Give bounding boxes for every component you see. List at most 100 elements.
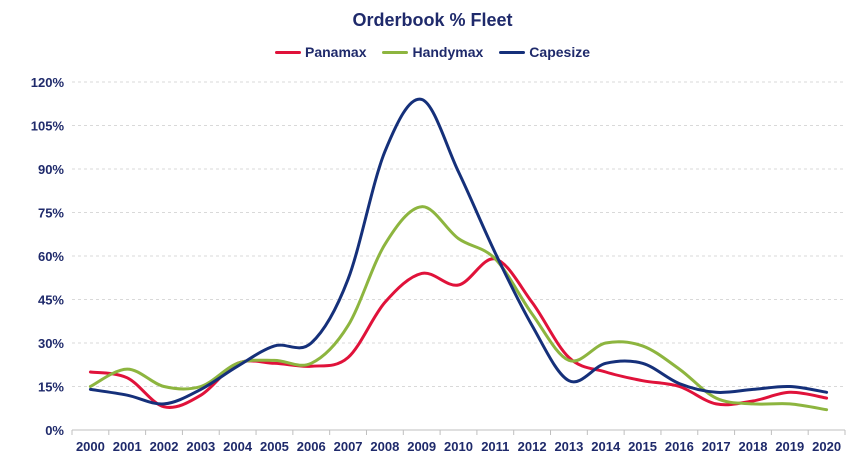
data-point-capesize	[752, 389, 754, 391]
data-point-capesize	[421, 99, 423, 101]
data-point-capesize	[642, 363, 644, 365]
data-point-panamax	[384, 302, 386, 304]
data-point-capesize	[347, 278, 349, 280]
y-tick-label: 45%	[38, 293, 64, 308]
x-tick-label: 2009	[407, 439, 436, 454]
data-point-handymax	[789, 403, 791, 405]
series-line-panamax	[88, 257, 829, 409]
y-tick-label: 105%	[31, 119, 65, 134]
data-point-handymax	[642, 345, 644, 347]
data-point-panamax	[531, 302, 533, 304]
data-point-capesize	[274, 345, 276, 347]
legend-swatch	[382, 50, 409, 54]
data-point-panamax	[347, 357, 349, 359]
legend-item-handymax: Handymax	[382, 44, 483, 60]
x-tick-label: 2007	[334, 439, 363, 454]
data-point-capesize	[90, 389, 92, 391]
x-tick-label: 2018	[739, 439, 768, 454]
data-point-capesize	[826, 392, 828, 394]
legend-swatch	[499, 50, 526, 54]
data-point-capesize	[605, 363, 607, 365]
data-point-capesize	[715, 392, 717, 394]
x-tick-label: 2013	[554, 439, 583, 454]
x-tick-label: 2010	[444, 439, 473, 454]
data-point-panamax	[274, 363, 276, 365]
data-point-handymax	[752, 403, 754, 405]
x-tick-label: 2006	[297, 439, 326, 454]
chart-legend: Panamax Handymax Capesize	[0, 44, 865, 60]
x-tick-label: 2005	[260, 439, 289, 454]
x-tick-label: 2019	[775, 439, 804, 454]
data-point-handymax	[568, 360, 570, 362]
legend-item-capesize: Capesize	[499, 44, 590, 60]
y-tick-label: 30%	[38, 336, 64, 351]
data-point-capesize	[310, 342, 312, 344]
data-point-handymax	[237, 363, 239, 365]
data-point-capesize	[679, 383, 681, 385]
x-tick-label: 2008	[370, 439, 399, 454]
data-point-handymax	[90, 386, 92, 388]
x-tick-label: 2014	[591, 439, 621, 454]
x-tick-label: 2011	[481, 439, 509, 454]
data-point-handymax	[200, 386, 202, 388]
data-point-panamax	[126, 377, 128, 379]
data-point-panamax	[421, 273, 423, 275]
x-tick-label: 2017	[702, 439, 731, 454]
data-point-capesize	[495, 252, 497, 254]
data-point-panamax	[605, 371, 607, 373]
data-point-panamax	[752, 400, 754, 402]
x-tick-label: 2003	[186, 439, 215, 454]
data-point-handymax	[531, 313, 533, 315]
x-tick-label: 2016	[665, 439, 694, 454]
y-tick-label: 120%	[31, 75, 65, 90]
data-point-panamax	[715, 403, 717, 405]
x-tick-label: 2000	[76, 439, 105, 454]
y-tick-label: 15%	[38, 380, 64, 395]
series-line-handymax	[88, 205, 829, 412]
data-point-capesize	[458, 171, 460, 173]
data-point-handymax	[715, 397, 717, 399]
y-tick-label: 0%	[45, 423, 64, 438]
data-point-capesize	[789, 386, 791, 388]
data-point-capesize	[568, 380, 570, 382]
data-point-capesize	[200, 389, 202, 391]
data-point-capesize	[237, 365, 239, 367]
y-tick-label: 75%	[38, 206, 64, 221]
data-point-handymax	[826, 409, 828, 411]
series-line-capesize	[88, 97, 829, 406]
data-point-capesize	[163, 403, 165, 405]
data-point-handymax	[384, 244, 386, 246]
data-point-handymax	[421, 206, 423, 208]
data-point-panamax	[568, 357, 570, 359]
data-point-handymax	[679, 368, 681, 370]
x-tick-label: 2002	[150, 439, 179, 454]
data-point-panamax	[310, 365, 312, 367]
data-point-handymax	[163, 386, 165, 388]
legend-label: Handymax	[412, 44, 484, 60]
data-point-handymax	[274, 360, 276, 362]
x-tick-label: 2012	[518, 439, 547, 454]
data-point-handymax	[347, 325, 349, 327]
data-point-panamax	[200, 394, 202, 396]
data-point-handymax	[126, 368, 128, 370]
data-point-panamax	[90, 371, 92, 373]
data-point-panamax	[789, 392, 791, 394]
legend-label: Panamax	[305, 44, 367, 60]
legend-item-panamax: Panamax	[275, 44, 366, 60]
data-point-handymax	[495, 258, 497, 260]
x-tick-label: 2004	[223, 439, 253, 454]
data-point-handymax	[310, 363, 312, 365]
data-point-capesize	[531, 325, 533, 327]
data-point-capesize	[384, 151, 386, 153]
x-tick-label: 2001	[113, 439, 142, 454]
y-tick-label: 60%	[38, 249, 64, 264]
x-tick-label: 2015	[628, 439, 657, 454]
data-point-panamax	[642, 380, 644, 382]
data-point-capesize	[126, 394, 128, 396]
data-point-panamax	[826, 397, 828, 399]
y-tick-label: 90%	[38, 162, 64, 177]
data-point-panamax	[163, 406, 165, 408]
x-tick-label: 2020	[812, 439, 841, 454]
